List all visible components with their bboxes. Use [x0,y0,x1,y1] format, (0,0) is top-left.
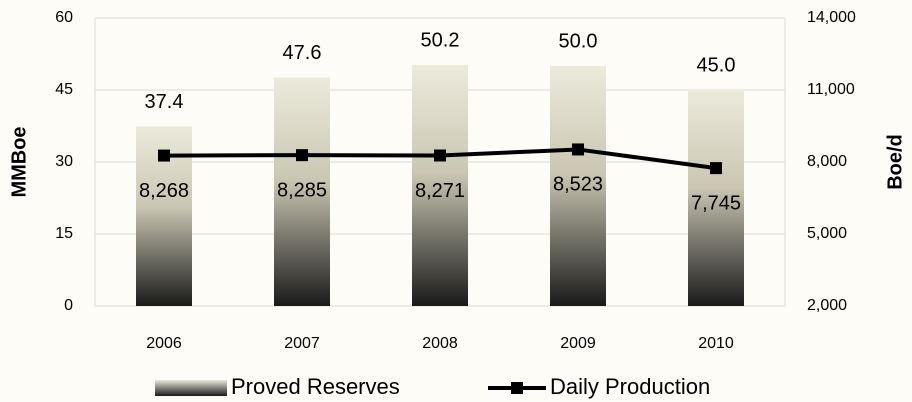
bar [688,90,744,306]
y2-tick-label: 2,000 [807,297,847,314]
y-tick-label: 60 [55,9,73,26]
data-label: 8,523 [553,174,603,196]
data-label: 37.4 [145,91,184,113]
x-tick-label: 2006 [146,335,182,352]
data-label: 8,268 [139,180,189,202]
marker [158,149,170,162]
y-axis-label: MMBoe [8,126,30,197]
marker [710,162,722,175]
y2-tick-label: 8,000 [807,153,847,170]
y-tick-label: 30 [55,153,73,170]
legend-label: Daily Production [550,374,710,399]
y2-tick-label: 14,000 [807,9,856,26]
x-tick-label: 2010 [698,335,734,352]
data-label: 8,271 [415,180,465,202]
data-label: 47.6 [283,42,322,64]
y-tick-label: 0 [64,297,73,314]
x-tick-label: 2008 [422,335,458,352]
legend-swatch [155,380,227,396]
data-label: 50.0 [559,30,598,52]
y2-tick-label: 11,000 [807,81,855,98]
legend-label: Proved Reserves [231,374,400,399]
bar [274,77,330,307]
data-label: 7,745 [691,192,741,214]
marker [434,149,446,162]
y2-axis-label: Boe/d [884,134,906,190]
legend-swatch [511,382,523,394]
bar [550,66,606,306]
marker [572,143,584,156]
data-label: 8,285 [277,179,327,201]
y-tick-label: 45 [55,81,73,98]
x-tick-label: 2009 [560,335,596,352]
x-tick-label: 2007 [284,335,320,352]
bar [412,65,468,306]
data-label: 45.0 [697,54,736,76]
marker [296,149,308,162]
y-tick-label: 15 [55,225,73,242]
data-label: 50.2 [421,29,460,51]
y2-tick-label: 5,000 [807,225,847,242]
